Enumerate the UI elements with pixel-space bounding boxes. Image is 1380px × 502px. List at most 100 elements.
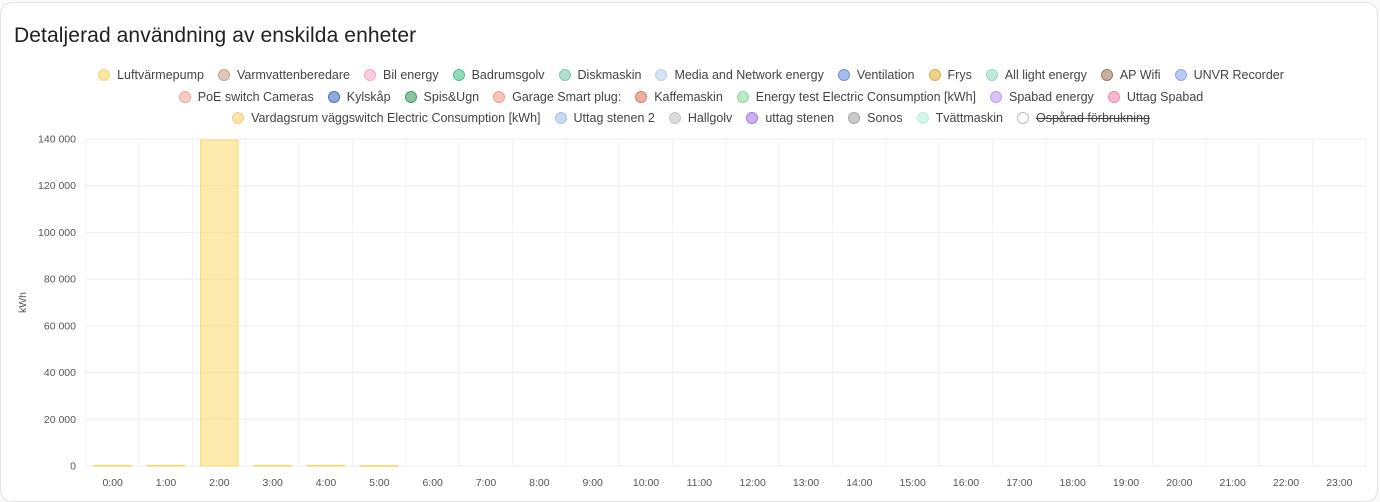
- legend-swatch-icon: [736, 90, 749, 103]
- legend-item[interactable]: uttag stenen: [746, 111, 834, 125]
- y-tick-label: 140 000: [38, 134, 76, 146]
- x-tick-label: 7:00: [476, 477, 497, 489]
- legend-swatch-icon: [452, 68, 465, 81]
- legend-item[interactable]: Kylskåp: [327, 90, 391, 104]
- legend-row: PoE switch Cameras Kylskåp Spis&Ugn Garage …: [172, 86, 1211, 108]
- legend-item[interactable]: UNVR Recorder: [1174, 67, 1284, 82]
- legend-label: Sonos: [867, 111, 903, 126]
- x-tick-label: 20:00: [1166, 477, 1192, 489]
- legend-item[interactable]: PoE switch Cameras: [178, 89, 314, 104]
- legend-label: Diskmaskin: [577, 67, 642, 82]
- legend-swatch-icon: [98, 68, 111, 81]
- bar: [253, 464, 292, 467]
- legend-label: Uttag stenen 2: [573, 111, 655, 126]
- legend-label: Hallgolv: [687, 111, 733, 126]
- legend-label: Ventilation: [856, 67, 915, 82]
- legend-item[interactable]: Uttag stenen 2: [554, 111, 655, 126]
- legend-swatch-icon: [1100, 68, 1113, 81]
- x-tick-label: 4:00: [316, 477, 337, 489]
- x-tick-label: 1:00: [156, 477, 177, 489]
- legend-swatch-icon: [554, 112, 567, 125]
- legend-item[interactable]: Tvättmaskin: [916, 111, 1003, 125]
- legend-swatch-icon: [1107, 90, 1120, 103]
- legend-item[interactable]: Ospårad förbrukning: [1016, 111, 1150, 126]
- y-tick-label: 60 000: [44, 320, 76, 332]
- bar: [146, 464, 186, 467]
- legend-swatch-icon: [1174, 68, 1187, 81]
- card-title: Detaljerad användning av enskilda enhete…: [14, 24, 417, 47]
- legend-label: PoE switch Cameras: [197, 89, 314, 104]
- legend-swatch-icon: [837, 68, 850, 81]
- legend-label: Ospårad förbrukning: [1035, 111, 1150, 126]
- legend-item[interactable]: Badrumsgolv: [452, 67, 545, 82]
- bar-chart: 0 20 000 40 000 60 000 80 000 100 000 120 000 1…: [17, 134, 1367, 489]
- legend-swatch-icon: [655, 68, 668, 81]
- y-tick-label: 0: [70, 461, 76, 473]
- x-tick-label: 15:00: [900, 477, 926, 489]
- legend-swatch-icon: [928, 68, 941, 81]
- legend-row: Luftvärmepump Varmvattenberedare Bil energ…: [91, 64, 1291, 86]
- legend-swatch-icon: [990, 90, 1003, 103]
- legend-item[interactable]: Spabad energy: [990, 90, 1094, 104]
- legend-swatch-icon: [1016, 112, 1029, 125]
- legend-item[interactable]: Energy test Electric Consumption [kWh]: [736, 90, 976, 104]
- legend-swatch-icon: [493, 90, 506, 103]
- x-tick-label: 14:00: [846, 477, 872, 489]
- legend-item[interactable]: Frys: [928, 67, 972, 82]
- legend-row: Vardagsrum väggswitch Electric Consumpti…: [225, 107, 1157, 129]
- legend-label: Badrumsgolv: [471, 67, 545, 82]
- x-tick-label: 6:00: [422, 477, 443, 489]
- y-axis-title: kWh: [17, 292, 29, 313]
- legend-swatch-icon: [848, 112, 861, 125]
- y-tick-label: 100 000: [38, 227, 76, 239]
- legend-item[interactable]: Bil energy: [363, 67, 439, 82]
- x-tick-label: 11:00: [687, 477, 713, 489]
- legend-swatch-icon: [668, 112, 681, 125]
- legend-swatch-icon: [746, 112, 759, 125]
- legend-label: Luftvärmepump: [117, 67, 204, 82]
- x-tick-label: 3:00: [262, 477, 283, 489]
- legend-swatch-icon: [558, 68, 571, 81]
- legend-item[interactable]: Sonos: [848, 111, 903, 126]
- x-tick-label: 17:00: [1006, 477, 1032, 489]
- legend-label: Bil energy: [382, 67, 439, 82]
- legend-label: Varmvattenberedare: [236, 67, 350, 82]
- bar: [93, 464, 132, 467]
- legend-label: UNVR Recorder: [1193, 67, 1284, 82]
- legend-item[interactable]: Varmvattenberedare: [217, 67, 350, 82]
- legend-item[interactable]: Garage Smart plug:: [493, 90, 621, 104]
- x-tick-label: 10:00: [633, 477, 659, 489]
- y-tick-label: 40 000: [44, 367, 76, 379]
- legend-label: Uttag Spabad: [1126, 89, 1204, 104]
- chart-legend: Luftvärmepump Varmvattenberedare Bil energ…: [41, 64, 1341, 129]
- legend-swatch-icon: [217, 68, 230, 81]
- legend-item[interactable]: Diskmaskin: [558, 67, 642, 82]
- legend-item[interactable]: AP Wifi: [1100, 68, 1161, 82]
- bar: [200, 139, 239, 467]
- legend-swatch-icon: [985, 68, 998, 81]
- legend-item[interactable]: Media and Network energy: [655, 67, 824, 82]
- legend-label: Kaffemaskin: [654, 89, 723, 104]
- legend-label: Media and Network energy: [674, 67, 824, 82]
- y-tick-label: 20 000: [44, 414, 76, 426]
- legend-label: Vardagsrum väggswitch Electric Consumpti…: [251, 111, 541, 126]
- x-tick-label: 9:00: [582, 477, 603, 489]
- x-tick-label: 16:00: [953, 477, 979, 489]
- legend-item[interactable]: All light energy: [985, 68, 1087, 82]
- legend-label: Garage Smart plug:: [512, 89, 622, 104]
- legend-swatch-icon: [404, 90, 417, 103]
- legend-item[interactable]: Ventilation: [837, 67, 915, 82]
- legend-label: Spabad energy: [1009, 89, 1094, 104]
- x-tick-label: 13:00: [793, 477, 819, 489]
- legend-item[interactable]: Spis&Ugn: [404, 90, 479, 104]
- x-tick-label: 5:00: [369, 477, 390, 489]
- legend-item[interactable]: Hallgolv: [668, 111, 733, 126]
- legend-item[interactable]: Uttag Spabad: [1107, 89, 1204, 104]
- legend-swatch-icon: [363, 68, 376, 81]
- legend-item[interactable]: Vardagsrum väggswitch Electric Consumpti…: [232, 111, 541, 126]
- legend-label: Frys: [947, 67, 972, 82]
- legend-item[interactable]: Luftvärmepump: [98, 68, 204, 82]
- legend-swatch-icon: [178, 90, 191, 103]
- legend-item[interactable]: Kaffemaskin: [635, 90, 723, 104]
